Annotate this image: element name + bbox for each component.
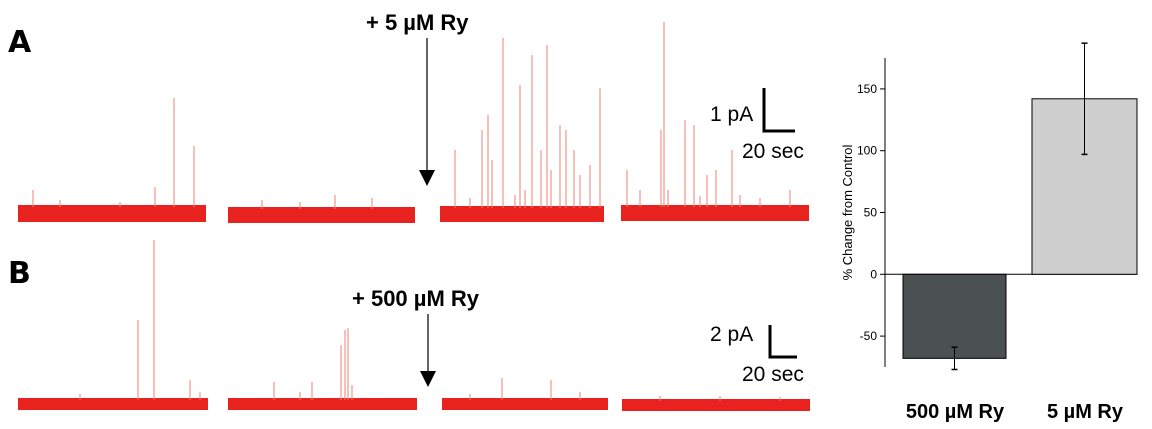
panel-b-letter: B (8, 256, 31, 291)
panel-a-trace-2 (228, 195, 415, 223)
panel-a-trace-1 (18, 98, 206, 222)
bars (902, 42, 1138, 371)
y-tick-label: 100 (857, 144, 877, 158)
panel-b-traces (18, 240, 810, 411)
y-axis-title: % Change from Control (840, 144, 855, 280)
y-tick-label: 50 (864, 206, 878, 220)
panel-b-scale-current: 2 pA (710, 323, 753, 346)
bar-chart: -50 0 50 100 150 500 µM Ry 5 µM Ry % Change f… (840, 42, 1138, 423)
trace-band (228, 398, 417, 410)
y-tick-label: -50 (860, 329, 878, 343)
panel-b-scale-bar (768, 325, 797, 359)
trace-band (440, 206, 604, 222)
trace-band (621, 205, 809, 221)
trace-band (442, 398, 608, 410)
panel-b-trace-2 (228, 328, 417, 410)
panel-a-scale-current: 1 pA (710, 103, 753, 126)
panel-b-scale-time: 20 sec (742, 363, 804, 386)
panel-a-trace-4 (621, 22, 809, 221)
panel-a-arrow (419, 38, 435, 186)
trace-band (622, 399, 810, 411)
panel-a-scale-time: 20 sec (742, 140, 804, 163)
y-ticks: -50 0 50 100 150 (857, 82, 885, 343)
panel-b-trace-3 (442, 378, 608, 410)
panel-b-arrow (420, 314, 436, 387)
panel-a-treatment-label: + 5 µM Ry (366, 10, 469, 35)
category-label: 5 µM Ry (1047, 401, 1124, 423)
bar (902, 273, 1007, 359)
panel-a-scale-bar (762, 88, 795, 133)
panel-b-trace-4 (622, 396, 810, 411)
trace-band (18, 398, 208, 410)
trace-band (228, 207, 415, 223)
y-tick-label: 150 (857, 82, 877, 96)
category-labels: 500 µM Ry 5 µM Ry (906, 401, 1124, 423)
trace-band (18, 205, 206, 222)
category-label: 500 µM Ry (906, 401, 1005, 423)
panel-a-trace-3 (440, 38, 604, 222)
panel-a-letter: A (8, 25, 32, 60)
panel-b-trace-1 (18, 240, 208, 410)
y-tick-label: 0 (870, 267, 877, 281)
panel-a-traces (18, 22, 809, 223)
panel-b-treatment-label: + 500 µM Ry (352, 286, 480, 311)
